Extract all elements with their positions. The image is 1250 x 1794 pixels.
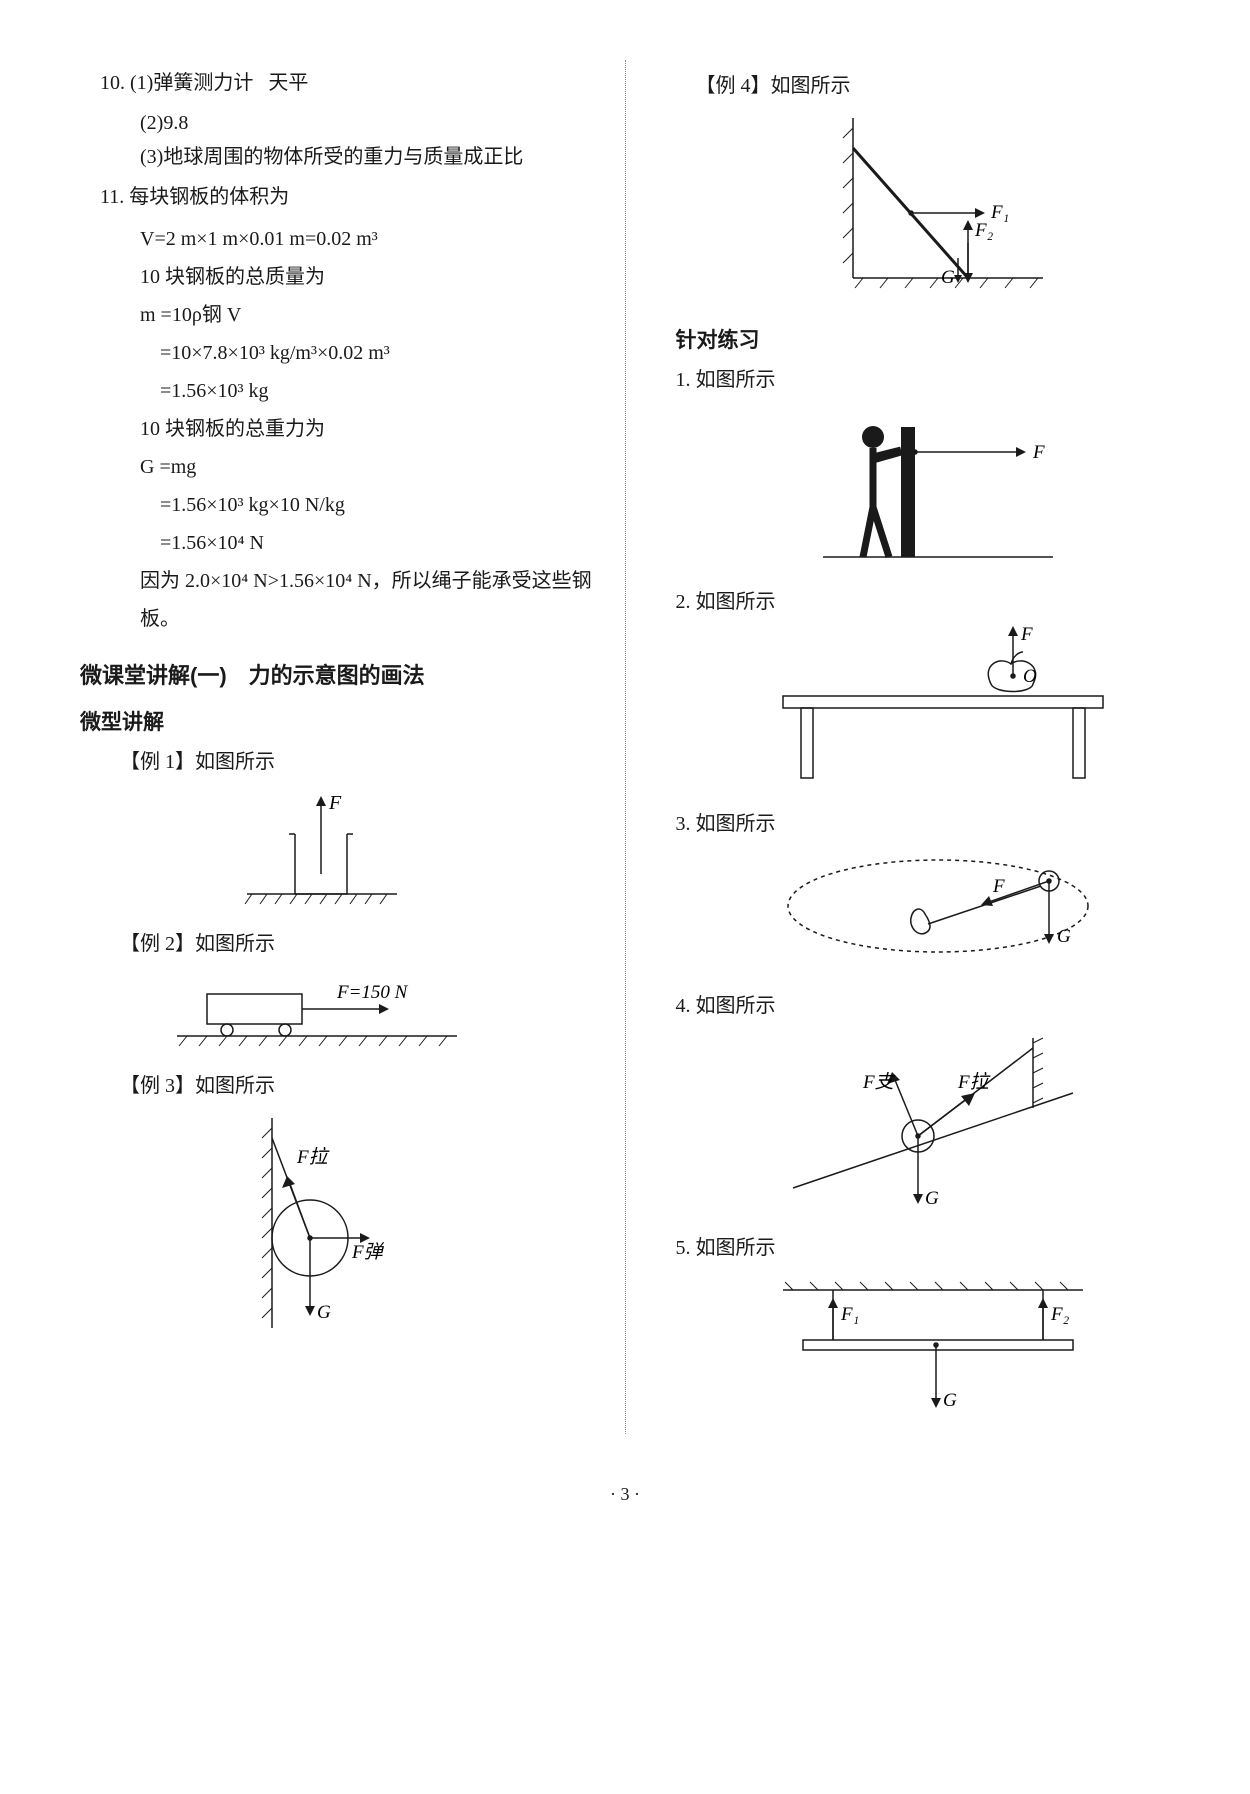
practice-1-label: 1. 如图所示 (676, 364, 1211, 396)
q11-eq3b: =1.56×10³ kg×10 N/kg (160, 486, 595, 524)
figp5-G: G (943, 1390, 957, 1411)
q11-eq2c: =1.56×10³ kg (160, 372, 595, 410)
q11-l1: 每块钢板的体积为 (129, 186, 289, 208)
figure-p5: F₁ F₂ G (656, 1270, 1211, 1420)
fig2-label: F=150 N (336, 982, 409, 1003)
figure-p2: F O (656, 624, 1211, 794)
practice-2-label: 2. 如图所示 (676, 586, 1211, 618)
figp1-F: F (1032, 442, 1045, 463)
q11-eq1: V=2 m×1 m×0.01 m=0.02 m³ (140, 220, 595, 258)
cart-force-diagram: F=150 N (157, 966, 477, 1056)
figure-p1: F (656, 402, 1211, 572)
figure-p4: F支 F拉 G (656, 1028, 1211, 1218)
figp4-Fsup: F支 (862, 1072, 896, 1093)
q11-eq3a: G =mg (140, 448, 595, 486)
q10-p2: (2)9.8 (140, 106, 595, 140)
figp5-F1: F₁ (840, 1304, 859, 1325)
beaker-force-diagram: F (217, 784, 417, 914)
figp4-Fpull: F拉 (957, 1071, 991, 1093)
q11-eq3c: =1.56×10⁴ N (160, 524, 595, 562)
q11-eq2a: m =10ρ钢 V (140, 296, 595, 334)
figure-ex1: F (40, 784, 595, 914)
incline-ball-diagram: F支 F拉 G (763, 1028, 1103, 1218)
q11-l4: 因为 2.0×10⁴ N>1.56×10⁴ N，所以绳子能承受这些钢板。 (140, 562, 595, 638)
fig4-F2: F₂ (974, 220, 994, 241)
figure-ex2: F=150 N (40, 966, 595, 1056)
left-column: 10. (1)弹簧测力计 天平 (2)9.8 (3)地球周围的物体所受的重力与质… (40, 60, 595, 1434)
apple-table-diagram: F O (743, 624, 1123, 794)
q11-l2: 10 块钢板的总质量为 (140, 258, 595, 296)
practice-4-label: 4. 如图所示 (676, 990, 1211, 1022)
q10-num: 10. (100, 72, 125, 94)
right-column: 【例 4】如图所示 (656, 60, 1211, 1434)
figure-ex3: F拉 F弹 G (40, 1108, 595, 1338)
figp4-G: G (925, 1188, 939, 1209)
q10-p1b: 天平 (268, 72, 308, 94)
practice-3-label: 3. 如图所示 (676, 808, 1211, 840)
rod-wall-floor-diagram: F₁ F₂ G (803, 108, 1063, 308)
beam-hanging-diagram: F₁ F₂ G (753, 1270, 1113, 1420)
page: 10. (1)弹簧测力计 天平 (2)9.8 (3)地球周围的物体所受的重力与质… (0, 0, 1250, 1474)
hammer-throw-diagram: F G (763, 846, 1103, 976)
figp3-G: G (1057, 926, 1071, 947)
figp5-F2: F₂ (1050, 1304, 1070, 1325)
ball-wall-diagram: F拉 F弹 G (202, 1108, 432, 1338)
fig4-G: G (941, 267, 955, 288)
practice-title: 针对练习 (676, 324, 1211, 354)
person-push-diagram: F (793, 402, 1073, 572)
figp2-O: O (1023, 666, 1037, 687)
practice-5-label: 5. 如图所示 (676, 1232, 1211, 1264)
q10-p3: (3)地球周围的物体所受的重力与质量成正比 (140, 140, 595, 174)
q10-p1a: (1)弹簧测力计 (130, 72, 253, 94)
fig3-Fspring: F弹 (351, 1242, 385, 1263)
figure-p3: F G (656, 846, 1211, 976)
example-3-label: 【例 3】如图所示 (120, 1070, 595, 1102)
figp3-F: F (992, 876, 1005, 897)
column-divider (625, 60, 626, 1434)
example-2-label: 【例 2】如图所示 (120, 928, 595, 960)
q10-line1: 10. (1)弹簧测力计 天平 (100, 66, 595, 100)
figp2-F: F (1020, 624, 1033, 645)
micro-title: 微课堂讲解(一) 力的示意图的画法 (80, 658, 595, 690)
fig3-G: G (317, 1302, 331, 1323)
page-number: · 3 · (0, 1474, 1250, 1535)
q11-l3: 10 块钢板的总重力为 (140, 410, 595, 448)
figure-ex4: F₁ F₂ G (656, 108, 1211, 308)
q11-line1: 11. 每块钢板的体积为 (100, 180, 595, 214)
micro-sub: 微型讲解 (80, 706, 595, 736)
fig1-F-label: F (328, 792, 342, 814)
q11-eq2b: =10×7.8×10³ kg/m³×0.02 m³ (160, 334, 595, 372)
example-4-label: 【例 4】如图所示 (696, 70, 1211, 102)
fig3-Fpull: F拉 (296, 1146, 330, 1168)
q11-num: 11. (100, 186, 124, 208)
example-1-label: 【例 1】如图所示 (120, 746, 595, 778)
